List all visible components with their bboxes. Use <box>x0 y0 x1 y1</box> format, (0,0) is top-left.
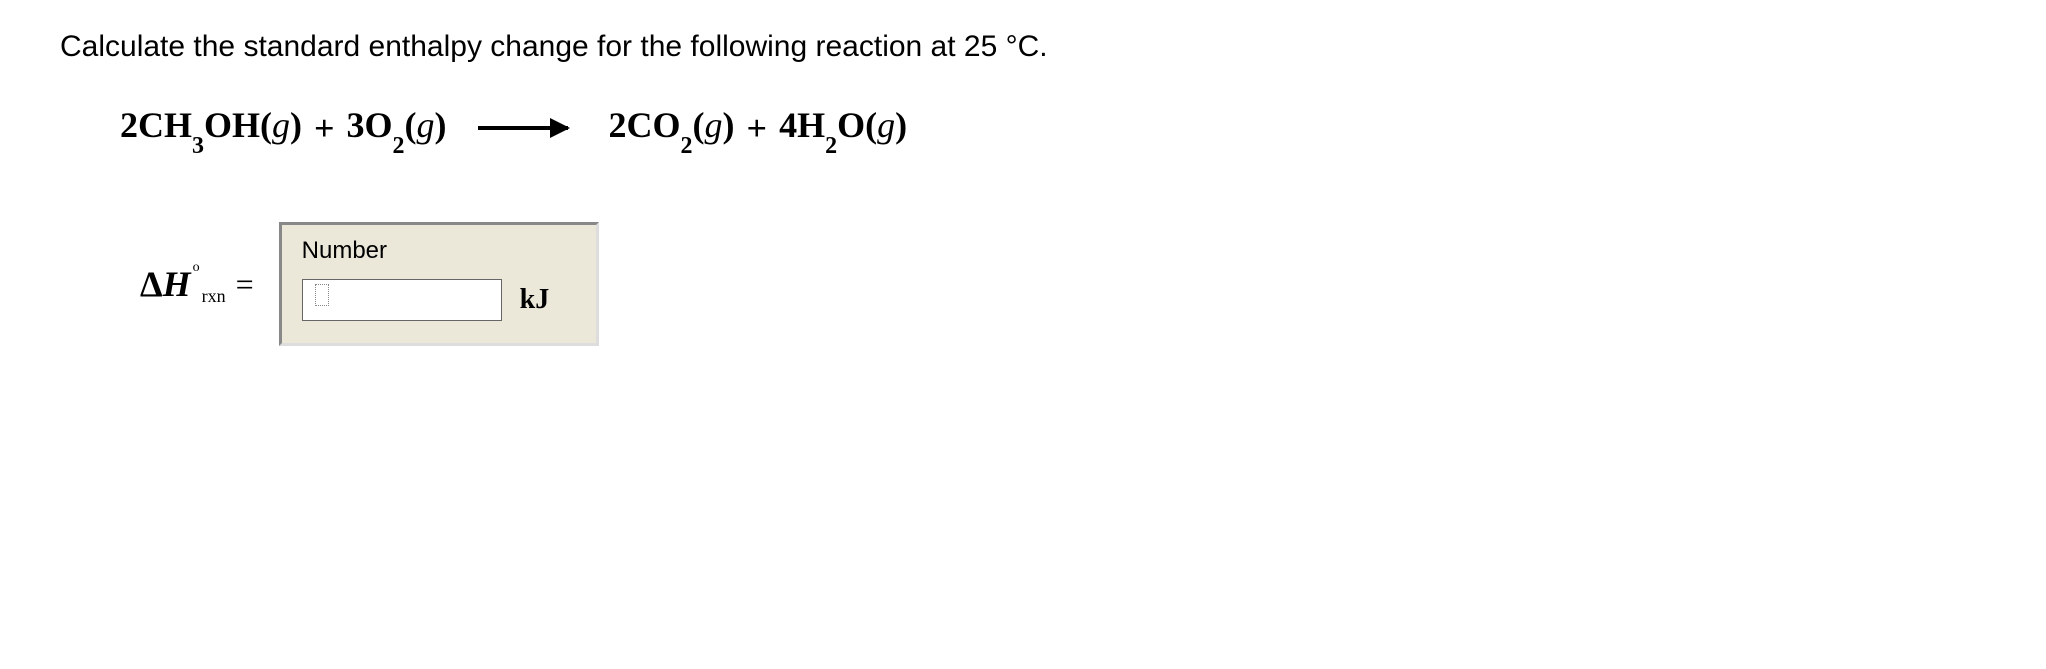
close-paren: ) <box>435 105 447 145</box>
product-1: 2CO2(g) <box>609 104 735 152</box>
reaction-arrow-icon <box>478 126 568 130</box>
formula-part: O <box>365 105 393 145</box>
input-inner-row: kJ <box>302 279 576 321</box>
equals-sign: = <box>236 266 254 303</box>
formula-part: OH <box>204 105 260 145</box>
delta-h-label: ΔHorxn = <box>140 263 254 305</box>
cursor-placeholder-icon <box>315 284 329 306</box>
plus-sign: + <box>314 107 335 149</box>
unit-label: kJ <box>520 284 550 316</box>
coeff: 3 <box>347 105 365 145</box>
subscript: 2 <box>393 133 405 159</box>
subscript: 3 <box>192 133 204 159</box>
close-paren: ) <box>290 105 302 145</box>
state: g <box>877 105 895 145</box>
degree-superscript: o <box>193 260 200 276</box>
open-paren: ( <box>260 105 272 145</box>
product-2: 4H2O(g) <box>779 104 907 152</box>
question-text: Calculate the standard enthalpy change f… <box>60 30 1986 64</box>
rxn-subscript: rxn <box>202 286 226 307</box>
delta-symbol: Δ <box>140 263 163 305</box>
enthalpy-input[interactable] <box>302 279 502 321</box>
coeff: 2 <box>609 105 627 145</box>
input-title: Number <box>302 237 576 265</box>
plus-sign: + <box>747 107 768 149</box>
reactant-2: 3O2(g) <box>347 104 447 152</box>
close-paren: ) <box>895 105 907 145</box>
state: g <box>417 105 435 145</box>
formula-part: CH <box>138 105 192 145</box>
reactant-1: 2CH3OH(g) <box>120 104 302 152</box>
answer-input-box: Number kJ <box>279 222 599 346</box>
coeff: 2 <box>120 105 138 145</box>
subscript: 2 <box>681 133 693 159</box>
formula-part: H <box>797 105 825 145</box>
reaction-equation: 2CH3OH(g) + 3O2(g) 2CO2(g) + 4H2O(g) <box>120 104 1986 152</box>
state: g <box>272 105 290 145</box>
formula-part: CO <box>627 105 681 145</box>
formula-part: O <box>837 105 865 145</box>
open-paren: ( <box>405 105 417 145</box>
close-paren: ) <box>723 105 735 145</box>
open-paren: ( <box>693 105 705 145</box>
h-letter: H <box>163 263 191 305</box>
subscript: 2 <box>825 133 837 159</box>
state: g <box>705 105 723 145</box>
coeff: 4 <box>779 105 797 145</box>
answer-row: ΔHorxn = Number kJ <box>140 222 1986 346</box>
open-paren: ( <box>865 105 877 145</box>
